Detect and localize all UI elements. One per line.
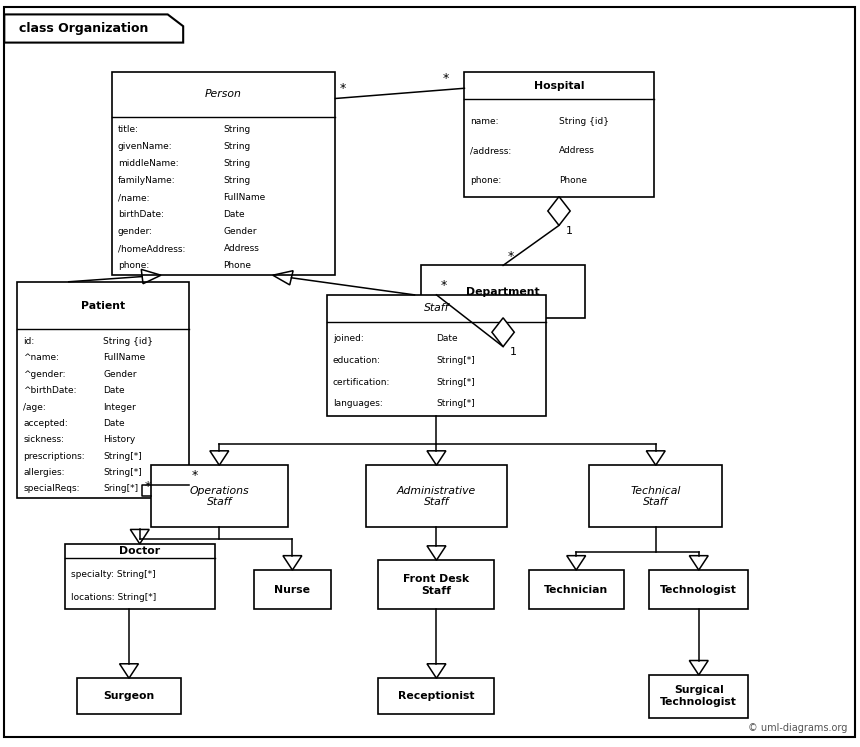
Text: Gender: Gender (103, 370, 137, 379)
Text: String[*]: String[*] (437, 356, 476, 365)
Text: phone:: phone: (470, 176, 501, 185)
Polygon shape (548, 196, 570, 226)
Text: Date: Date (103, 419, 125, 428)
Bar (366, 465, 507, 527)
Text: FullName: FullName (224, 193, 266, 202)
Text: Patient: Patient (81, 300, 126, 311)
Text: birthDate:: birthDate: (118, 210, 163, 219)
Bar (150, 465, 288, 527)
Text: ^gender:: ^gender: (23, 370, 65, 379)
Text: id:: id: (23, 337, 34, 346)
Bar (421, 265, 585, 317)
Text: *: * (340, 82, 346, 95)
Text: allergies:: allergies: (23, 468, 64, 477)
Polygon shape (4, 14, 183, 43)
Bar (17, 282, 189, 498)
Text: certification:: certification: (333, 377, 390, 386)
Text: Date: Date (437, 333, 458, 343)
Text: String: String (224, 176, 251, 185)
Text: String[*]: String[*] (103, 468, 142, 477)
Text: specialty: String[*]: specialty: String[*] (71, 571, 155, 580)
Text: givenName:: givenName: (118, 142, 173, 151)
Text: Surgeon: Surgeon (103, 691, 155, 701)
Bar (112, 72, 335, 275)
Text: prescriptions:: prescriptions: (23, 452, 85, 461)
Text: Receptionist: Receptionist (398, 691, 475, 701)
Text: *: * (443, 72, 449, 85)
Text: Person: Person (206, 90, 242, 99)
Bar (378, 678, 494, 714)
Text: 1: 1 (566, 226, 573, 236)
Text: /address:: /address: (470, 146, 512, 155)
Text: Gender: Gender (224, 227, 257, 236)
Text: Technician: Technician (544, 585, 608, 595)
Text: specialReqs:: specialReqs: (23, 485, 80, 494)
Text: Technical
Staff: Technical Staff (630, 486, 681, 507)
Text: © uml-diagrams.org: © uml-diagrams.org (747, 722, 847, 733)
Text: joined:: joined: (333, 333, 364, 343)
Text: *: * (192, 469, 198, 482)
Text: /age:: /age: (23, 403, 46, 412)
Text: Date: Date (103, 386, 125, 395)
Text: Address: Address (224, 244, 260, 253)
Text: Operations
Staff: Operations Staff (189, 486, 249, 507)
Polygon shape (492, 317, 514, 347)
Text: String[*]: String[*] (437, 400, 476, 409)
Text: middleName:: middleName: (118, 159, 178, 168)
Text: Phone: Phone (224, 261, 252, 270)
Text: Hospital: Hospital (534, 81, 584, 91)
Bar (64, 544, 215, 610)
Text: Department: Department (466, 287, 540, 297)
Text: Doctor: Doctor (120, 546, 160, 556)
Bar (254, 570, 331, 610)
Text: String: String (224, 142, 251, 151)
Text: phone:: phone: (118, 261, 149, 270)
Text: locations: String[*]: locations: String[*] (71, 592, 156, 601)
Text: name:: name: (470, 117, 499, 126)
Text: Technologist: Technologist (660, 585, 737, 595)
Text: String {id}: String {id} (559, 117, 609, 126)
Text: History: History (103, 436, 135, 444)
Text: /homeAddress:: /homeAddress: (118, 244, 185, 253)
Bar (77, 678, 181, 714)
Text: String {id}: String {id} (103, 337, 153, 346)
Text: Front Desk
Staff: Front Desk Staff (403, 574, 470, 595)
Text: *: * (144, 480, 150, 493)
Text: Date: Date (224, 210, 245, 219)
Text: 1: 1 (510, 347, 517, 357)
Text: education:: education: (333, 356, 381, 365)
Text: String: String (224, 159, 251, 168)
Bar (327, 295, 546, 416)
Text: *: * (507, 249, 513, 263)
Text: Staff: Staff (424, 303, 449, 313)
Text: gender:: gender: (118, 227, 153, 236)
Bar (649, 570, 748, 610)
Text: String: String (224, 125, 251, 134)
Bar (589, 465, 722, 527)
Text: Nurse: Nurse (274, 585, 310, 595)
Text: familyName:: familyName: (118, 176, 175, 185)
Bar (649, 675, 748, 718)
Text: class Organization: class Organization (19, 22, 148, 35)
Bar (464, 72, 654, 196)
Text: ^birthDate:: ^birthDate: (23, 386, 77, 395)
Bar (529, 570, 624, 610)
Text: Administrative
Staff: Administrative Staff (396, 486, 476, 507)
Text: *: * (441, 279, 447, 292)
Text: Address: Address (559, 146, 595, 155)
Text: ^name:: ^name: (23, 353, 59, 362)
Text: sickness:: sickness: (23, 436, 64, 444)
Text: /name:: /name: (118, 193, 150, 202)
Text: Integer: Integer (103, 403, 136, 412)
Text: String[*]: String[*] (103, 452, 142, 461)
Bar (378, 560, 494, 610)
Text: Phone: Phone (559, 176, 587, 185)
Text: title:: title: (118, 125, 138, 134)
Text: Sring[*]: Sring[*] (103, 485, 138, 494)
Text: accepted:: accepted: (23, 419, 68, 428)
Text: FullName: FullName (103, 353, 145, 362)
Text: String[*]: String[*] (437, 377, 476, 386)
Text: languages:: languages: (333, 400, 383, 409)
Text: Surgical
Technologist: Surgical Technologist (660, 686, 737, 707)
